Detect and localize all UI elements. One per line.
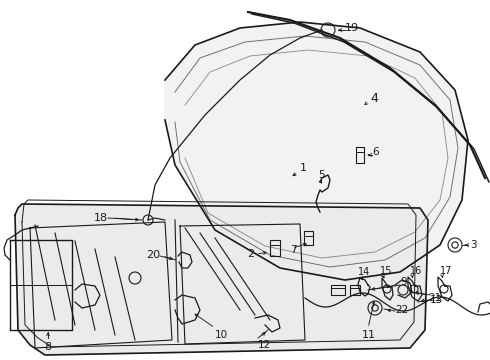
Polygon shape [15,204,428,355]
Text: 20: 20 [146,250,160,260]
Polygon shape [248,12,489,182]
Text: 18: 18 [94,213,108,223]
Text: 4: 4 [370,91,378,104]
Text: 16: 16 [410,266,422,276]
Text: 22: 22 [395,305,408,315]
Text: 1: 1 [300,163,307,173]
Text: 14: 14 [358,267,370,277]
Bar [350,285,360,295]
Text: 8: 8 [45,342,51,352]
Text: 3: 3 [470,240,477,250]
Polygon shape [165,22,468,280]
Text: 6: 6 [372,147,379,157]
Bar [356,147,364,163]
Text: 2: 2 [247,249,254,259]
Text: 19: 19 [345,23,359,33]
Text: 7: 7 [290,245,296,255]
Text: 12: 12 [258,340,271,350]
Text: 21: 21 [428,293,441,303]
Text: 15: 15 [380,266,392,276]
Text: 5: 5 [318,170,325,180]
Bar [270,240,280,256]
Text: 13: 13 [430,295,443,305]
Bar [331,285,345,295]
Bar [303,231,313,245]
Text: 10: 10 [215,330,228,340]
Text: 17: 17 [440,266,452,276]
Text: 9: 9 [400,277,407,287]
Text: 11: 11 [362,330,376,340]
